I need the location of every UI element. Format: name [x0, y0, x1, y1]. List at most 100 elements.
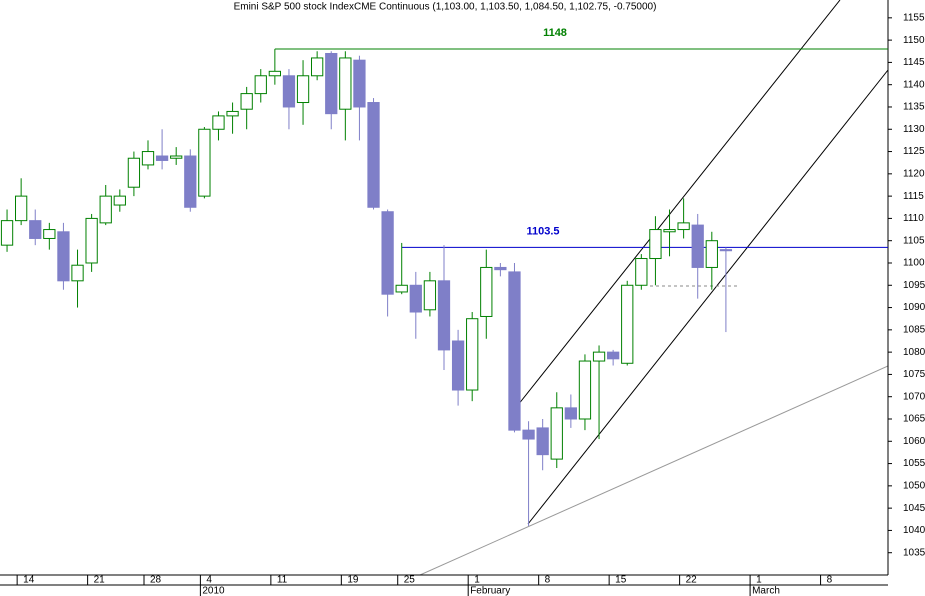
candle-body — [423, 280, 437, 311]
candle-body — [719, 249, 733, 252]
x-tick-label: 14 — [23, 575, 35, 586]
x-tick-label: 8 — [545, 575, 551, 586]
candle-body — [339, 57, 352, 110]
y-tick-label: 1055 — [903, 458, 925, 469]
candle-body — [395, 284, 408, 293]
y-tick-label: 1035 — [903, 547, 925, 558]
x-tick-label: 1 — [756, 575, 762, 586]
x-tick-label: 19 — [347, 575, 359, 586]
candle-body — [494, 266, 507, 271]
candle-body — [29, 220, 42, 239]
candle-body — [0, 220, 14, 246]
candle-body — [268, 70, 281, 77]
lower-channel-line — [527, 69, 888, 525]
candle-body — [592, 351, 606, 362]
y-tick-label: 1050 — [903, 480, 925, 491]
period-label: 2010 — [202, 586, 225, 596]
x-tick-label: 21 — [94, 575, 106, 586]
candle-body — [155, 155, 169, 161]
x-tick-label: 8 — [827, 575, 833, 586]
candle-body — [198, 128, 211, 197]
candle-body — [85, 217, 98, 264]
y-tick-label: 1150 — [903, 35, 925, 46]
candle-body — [99, 195, 112, 224]
y-tick-label: 1100 — [903, 258, 925, 269]
candle-body — [170, 155, 183, 159]
y-tick-label: 1075 — [903, 369, 925, 380]
candle-body — [635, 258, 648, 286]
candle-body — [212, 115, 225, 130]
candle-body — [466, 318, 479, 391]
candle-body — [113, 195, 126, 206]
y-tick-label: 1110 — [903, 213, 924, 224]
y-tick-label: 1070 — [903, 391, 925, 402]
candle-body — [282, 75, 296, 108]
candle-body — [141, 151, 155, 166]
candle-body — [607, 351, 620, 360]
candle-body — [57, 231, 70, 282]
candle-body — [296, 75, 310, 104]
candle-body — [691, 224, 704, 268]
candle-body — [226, 110, 239, 117]
candle-body — [254, 75, 267, 95]
candle-body — [409, 284, 422, 313]
chart-title: Emini S&P 500 stock IndexCME Continuous … — [234, 2, 657, 13]
x-tick-label: 1 — [474, 575, 480, 586]
y-tick-label: 1095 — [903, 280, 925, 291]
candle-body — [127, 157, 141, 188]
candle-body — [705, 240, 718, 268]
y-tick-label: 1045 — [903, 503, 925, 514]
candle-body — [480, 266, 493, 317]
candle-body — [621, 284, 634, 364]
x-tick-label: 4 — [206, 575, 212, 586]
y-tick-label: 1145 — [903, 57, 925, 68]
candle-body — [508, 271, 521, 431]
period-label: March — [752, 586, 780, 596]
x-tick-label: 25 — [404, 575, 416, 586]
x-tick-label: 28 — [150, 575, 162, 586]
y-tick-label: 1065 — [903, 414, 925, 425]
candle-body — [240, 93, 253, 110]
y-tick-label: 1120 — [903, 168, 925, 179]
y-tick-label: 1130 — [903, 124, 925, 135]
candle-body — [353, 59, 366, 108]
y-tick-label: 1125 — [903, 146, 925, 157]
y-tick-label: 1135 — [903, 102, 925, 113]
candle-body — [677, 222, 690, 231]
candle-body — [311, 57, 324, 77]
y-tick-label: 1085 — [903, 324, 925, 335]
candle-body — [325, 52, 338, 115]
level-label: 1148 — [543, 27, 567, 39]
level-label: 1103.5 — [526, 225, 559, 237]
y-tick-label: 1080 — [903, 347, 925, 358]
candle-body — [43, 229, 56, 239]
upper-channel-line — [513, 0, 841, 411]
x-tick-label: 22 — [686, 575, 698, 586]
y-tick-label: 1040 — [903, 525, 925, 536]
candle-body — [437, 280, 451, 351]
y-tick-label: 1140 — [903, 79, 925, 90]
candle-body — [663, 229, 676, 233]
candle-body — [451, 340, 465, 391]
y-tick-label: 1115 — [903, 191, 924, 202]
candle-body — [578, 360, 592, 420]
candle-body — [536, 427, 549, 456]
y-tick-label: 1090 — [903, 302, 925, 313]
candle-body — [564, 407, 577, 420]
x-tick-label: 11 — [277, 575, 288, 586]
support-line — [419, 365, 888, 575]
candle-body — [381, 211, 394, 295]
y-tick-label: 1155 — [903, 12, 925, 23]
period-label: February — [470, 586, 510, 596]
candle-body — [15, 195, 28, 222]
candle-body — [71, 264, 84, 282]
candle-body — [550, 407, 563, 460]
drawings — [419, 0, 888, 575]
candle-body — [367, 102, 380, 208]
y-tick-label: 1060 — [903, 436, 925, 447]
candle-body — [649, 229, 662, 260]
candle-body — [184, 155, 197, 208]
x-tick-label: 15 — [615, 575, 627, 586]
y-tick-label: 1105 — [903, 235, 925, 246]
